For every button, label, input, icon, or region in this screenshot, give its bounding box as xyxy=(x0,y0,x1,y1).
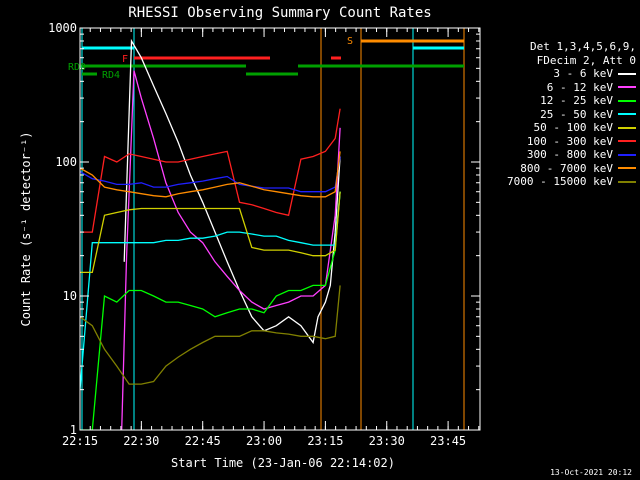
legend-entry: 300 - 800 keV xyxy=(470,148,636,162)
series-line-5 xyxy=(80,108,341,233)
x-tick-label: 22:30 xyxy=(123,434,159,448)
series-line-1 xyxy=(121,70,341,430)
series-line-2 xyxy=(80,191,341,430)
series-line-4 xyxy=(80,191,341,274)
legend-entry: 7000 - 15000 keV xyxy=(470,175,636,189)
legend-entry-label: 6 - 12 keV xyxy=(546,80,613,94)
legend-entry-label: 12 - 25 keV xyxy=(540,94,613,107)
legend-entry-label: 300 - 800 keV xyxy=(526,148,613,161)
legend-entry-label: 3 - 6 keV xyxy=(553,67,613,80)
footer-date: 13-Oct-2021 20:12 xyxy=(550,468,632,477)
legend-entry: 50 - 100 keV xyxy=(470,121,636,135)
state-flag-bars xyxy=(82,39,464,76)
x-tick-label: 23:00 xyxy=(246,434,282,448)
series-line-3 xyxy=(80,191,341,390)
y-tick-label: 100 xyxy=(55,155,77,169)
legend-detectors: Det 1,3,4,5,6,9, xyxy=(530,40,636,53)
y-axis: 1 10 100 1000 xyxy=(48,21,480,437)
legend-swatch xyxy=(618,140,636,143)
legend-entry-label: 100 - 300 keV xyxy=(526,134,613,148)
y-axis-label: Count Rate (s⁻¹ detector⁻¹) xyxy=(19,131,33,326)
flag-label: F xyxy=(122,54,128,65)
legend-entry-label: 50 - 100 keV xyxy=(533,121,613,134)
chart-title: RHESSI Observing Summary Count Rates xyxy=(128,5,431,21)
legend-swatch xyxy=(618,167,636,170)
legend-entry-label: 800 - 7000 keV xyxy=(520,161,613,175)
x-axis: 22:15 22:30 22:45 23:00 23:15 23:30 23:45 xyxy=(62,28,480,448)
legend-decimation: FDecim 2, Att 0 xyxy=(536,53,636,67)
legend-entry: 100 - 300 keV xyxy=(470,135,636,149)
x-tick-label: 23:30 xyxy=(369,434,405,448)
legend-swatch xyxy=(618,99,636,102)
legend-entry: 6 - 12 keV xyxy=(470,81,636,95)
flag-label: RD0 xyxy=(68,62,86,73)
legend-swatch xyxy=(618,86,636,89)
legend-swatch xyxy=(618,72,636,75)
flag-labels: F S RD0 RD4 xyxy=(68,36,353,81)
legend-swatch xyxy=(618,126,636,129)
legend-entry: 12 - 25 keV xyxy=(470,94,636,108)
x-tick-label: 22:15 xyxy=(62,434,98,448)
series-line-7 xyxy=(80,151,341,198)
x-tick-label: 22:45 xyxy=(185,434,221,448)
x-tick-label: 23:15 xyxy=(307,434,343,448)
series-lines xyxy=(80,38,341,430)
legend: Det 1,3,4,5,6,9, FDecim 2, Att 0 3 - 6 k… xyxy=(470,40,636,189)
legend-entry-label: 25 - 50 keV xyxy=(540,107,613,121)
series-line-0 xyxy=(123,38,341,345)
x-tick-label: 23:45 xyxy=(430,434,466,448)
y-tick-label: 1000 xyxy=(48,21,77,35)
y-tick-label: 10 xyxy=(63,289,77,303)
legend-swatch xyxy=(618,180,636,183)
legend-swatch xyxy=(618,153,636,156)
legend-swatch xyxy=(618,113,636,116)
series-line-6 xyxy=(80,156,341,193)
x-axis-label: Start Time (23-Jan-06 22:14:02) xyxy=(171,456,395,470)
legend-entry: 800 - 7000 keV xyxy=(470,162,636,176)
plot-frame xyxy=(79,27,481,431)
y-tick-label: 1 xyxy=(70,423,77,437)
series-line-8 xyxy=(80,285,341,385)
flag-label: S xyxy=(347,36,353,47)
legend-entry: 3 - 6 keV xyxy=(470,67,636,81)
flag-label: RD4 xyxy=(102,70,120,81)
legend-entry: 25 - 50 keV xyxy=(470,108,636,122)
legend-entry-label: 7000 - 15000 keV xyxy=(507,175,613,188)
